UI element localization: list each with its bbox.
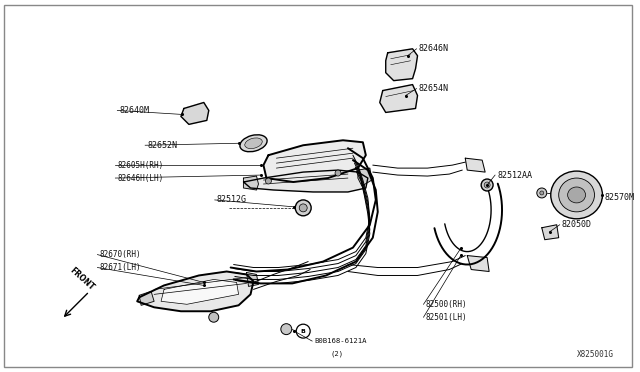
Polygon shape xyxy=(139,291,154,305)
Polygon shape xyxy=(386,49,417,81)
Ellipse shape xyxy=(568,187,586,203)
Polygon shape xyxy=(181,103,209,124)
Text: B0B168-6121A: B0B168-6121A xyxy=(314,338,367,344)
Text: 82050D: 82050D xyxy=(562,220,592,229)
Polygon shape xyxy=(542,225,559,240)
Ellipse shape xyxy=(240,135,267,152)
Polygon shape xyxy=(264,140,366,182)
Polygon shape xyxy=(465,158,485,172)
Text: 82652N: 82652N xyxy=(147,141,177,150)
Text: 82501(LH): 82501(LH) xyxy=(426,313,467,322)
Ellipse shape xyxy=(551,171,602,219)
Circle shape xyxy=(481,179,493,191)
Circle shape xyxy=(335,170,341,176)
Polygon shape xyxy=(380,84,417,112)
Text: 82646H(LH): 82646H(LH) xyxy=(117,174,164,183)
Polygon shape xyxy=(467,256,489,272)
Circle shape xyxy=(540,191,544,195)
Text: B: B xyxy=(301,328,306,334)
Polygon shape xyxy=(246,272,259,286)
Text: 82570M: 82570M xyxy=(604,193,634,202)
Circle shape xyxy=(537,188,547,198)
Text: 82512AA: 82512AA xyxy=(497,171,532,180)
Text: 82646N: 82646N xyxy=(419,44,449,53)
Text: 82654N: 82654N xyxy=(419,84,449,93)
Text: FRONT: FRONT xyxy=(68,266,95,293)
Circle shape xyxy=(300,204,307,212)
Text: 82605H(RH): 82605H(RH) xyxy=(117,161,164,170)
Polygon shape xyxy=(244,176,259,190)
Ellipse shape xyxy=(244,138,262,148)
Polygon shape xyxy=(137,272,253,311)
Text: 82512G: 82512G xyxy=(217,195,246,205)
Text: 82670(RH): 82670(RH) xyxy=(99,250,141,259)
Text: 82671(LH): 82671(LH) xyxy=(99,263,141,272)
Text: (2): (2) xyxy=(330,351,343,357)
Circle shape xyxy=(281,324,292,335)
Polygon shape xyxy=(161,279,239,304)
Circle shape xyxy=(295,200,311,216)
Circle shape xyxy=(296,324,310,338)
Text: 82500(RH): 82500(RH) xyxy=(426,300,467,309)
Polygon shape xyxy=(358,168,372,186)
Text: 82640M: 82640M xyxy=(119,106,149,115)
Polygon shape xyxy=(244,170,368,192)
Ellipse shape xyxy=(559,178,595,212)
Text: X825001G: X825001G xyxy=(577,350,614,359)
Circle shape xyxy=(484,182,490,188)
Circle shape xyxy=(266,178,271,184)
Circle shape xyxy=(209,312,219,322)
